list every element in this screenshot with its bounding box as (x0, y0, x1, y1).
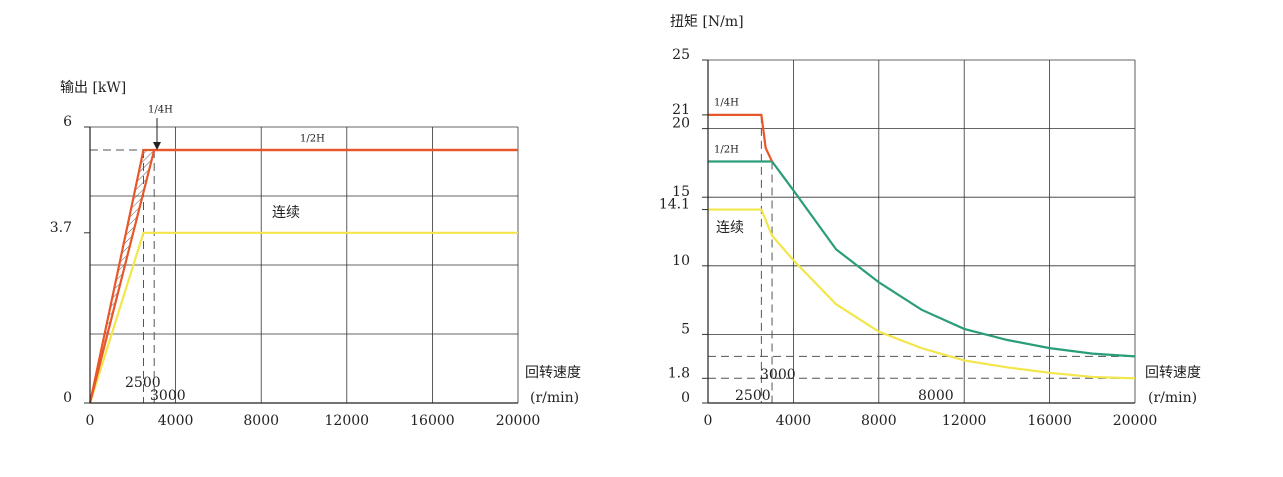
y-tick-label: 3.7 (50, 220, 72, 236)
y-tick-label: 1.8 (668, 365, 690, 381)
series-line (88, 148, 518, 404)
x-tick-label: 16000 (1027, 413, 1072, 429)
y-tick-label: 20 (672, 116, 690, 132)
y-tick-label: 21 (672, 102, 690, 118)
x-tick-label: 20000 (1113, 413, 1158, 429)
arrow-head (153, 142, 161, 150)
y-tick-label: 10 (672, 253, 690, 269)
series-label: 1/2H (300, 134, 325, 145)
x-tick-label: 0 (86, 413, 95, 429)
series-line (708, 160, 1136, 358)
series-line (708, 113, 774, 162)
x-tick-label: 12000 (942, 413, 987, 429)
x-tick-label: 0 (704, 413, 713, 429)
series-line (88, 231, 518, 404)
x-tick-label: 16000 (410, 413, 455, 429)
x-axis-unit: (r/min) (1148, 390, 1197, 406)
x-tick-label: 4000 (158, 413, 194, 429)
x-axis-label: 回转速度 (525, 365, 581, 381)
y-tick-label: 15 (672, 184, 690, 200)
series-label: 1/4H (714, 98, 739, 109)
x-tick-label: 12000 (325, 413, 370, 429)
dashed-line-label: 3000 (760, 367, 796, 383)
y-tick-label: 6 (63, 114, 72, 130)
series-label: 1/2H (714, 145, 739, 156)
series-label: 连续 (716, 219, 744, 236)
series-label: 1/4H (148, 105, 173, 116)
x-tick-label: 4000 (776, 413, 812, 429)
x-axis-unit: (r/min) (530, 390, 579, 406)
x-tick-label: 20000 (496, 413, 541, 429)
y-tick-label: 0 (681, 390, 690, 406)
chart-title: 扭矩 [N/m] (670, 14, 744, 30)
x-tick-label: 8000 (861, 413, 897, 429)
series-line (708, 208, 1136, 380)
y-tick-label: 25 (672, 47, 690, 63)
y-tick-label: 14.1 (659, 197, 690, 213)
dashed-line-label: 2500 (125, 375, 161, 391)
y-tick-label: 0 (63, 390, 72, 406)
dashed-line-label: 3000 (150, 388, 186, 404)
chart-title: 输出 [kW] (60, 80, 126, 96)
annotation: 8000 (918, 388, 954, 404)
series-label: 连续 (272, 204, 300, 221)
x-axis-label: 回转速度 (1145, 365, 1201, 381)
y-tick-label: 5 (681, 321, 690, 337)
x-tick-label: 8000 (243, 413, 279, 429)
dashed-line-label: 2500 (735, 388, 771, 404)
